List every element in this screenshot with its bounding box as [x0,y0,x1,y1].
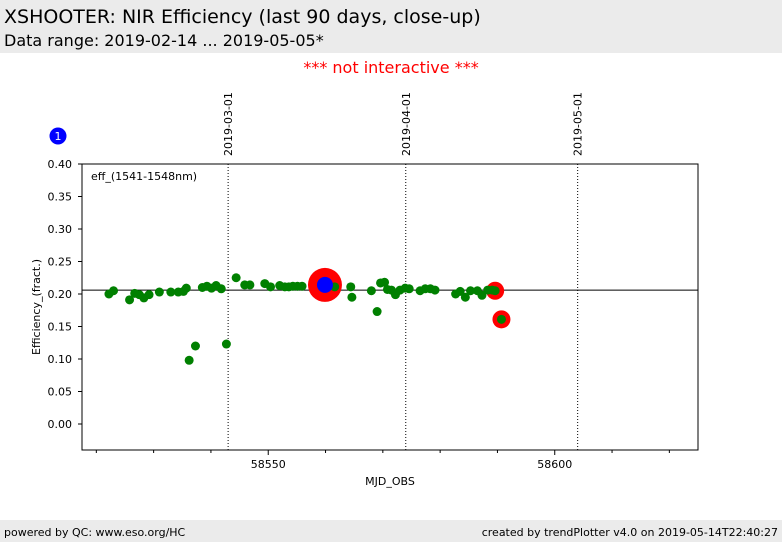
data-point [297,281,307,291]
data-point [266,282,276,292]
data-point [477,290,487,300]
y-tick-label: 0.10 [48,353,73,366]
page-title: XSHOOTER: NIR Efficiency (last 90 days, … [4,6,481,28]
data-point [109,286,119,296]
data-point [460,292,470,302]
data-point [346,282,356,292]
y-tick-label: 0.00 [48,418,73,431]
y-tick-label: 0.35 [48,191,73,204]
data-point [184,355,194,365]
data-point [181,283,191,293]
y-tick-label: 0.05 [48,386,73,399]
series-annotation: eff_(1541-1548nm) [91,170,197,183]
latest-data-point [316,276,333,293]
date-marker-label: 2019-03-01 [222,92,235,156]
data-point [404,284,414,294]
data-point [231,273,241,283]
data-point [455,286,465,296]
y-tick-label: 0.20 [48,288,73,301]
y-tick-label: 0.25 [48,256,73,269]
data-point [144,290,154,300]
report-footer: powered by QC: www.eso.org/HC created by… [0,520,782,542]
x-tick-label: 58600 [537,458,572,471]
data-point [125,295,135,305]
data-point [380,277,390,287]
y-tick-label: 0.15 [48,321,73,334]
date-marker-label: 2019-05-01 [572,92,585,156]
data-range-subtitle: Data range: 2019-02-14 ... 2019-05-05* [4,31,324,50]
data-point [216,284,226,294]
data-point [466,286,476,296]
data-point [347,292,357,302]
data-point [430,285,440,295]
data-point [245,280,255,290]
plot-frame [81,163,699,451]
y-tick-label: 0.30 [48,223,73,236]
y-axis-label: Efficiency_(fract.) [30,259,43,355]
marker-badge-label: 1 [55,130,62,143]
data-point [372,307,382,317]
powered-by-text: powered by QC: www.eso.org/HC [4,526,186,539]
data-point [366,286,376,296]
date-marker-label: 2019-04-01 [400,92,413,156]
x-tick-label: 58550 [251,458,286,471]
not-interactive-notice: *** not interactive *** [303,58,479,77]
marker-badge [49,127,67,145]
created-by-text: created by trendPlotter v4.0 on 2019-05-… [481,526,778,539]
y-tick-label: 0.40 [48,158,73,171]
data-point [154,287,164,297]
outlier-data-point [496,314,506,324]
outlier-data-point [490,286,500,296]
data-point [166,287,176,297]
data-point [221,339,231,349]
data-point [190,341,200,351]
x-axis-label: MJD_OBS [365,475,415,488]
report-header: XSHOOTER: NIR Efficiency (last 90 days, … [0,0,782,53]
